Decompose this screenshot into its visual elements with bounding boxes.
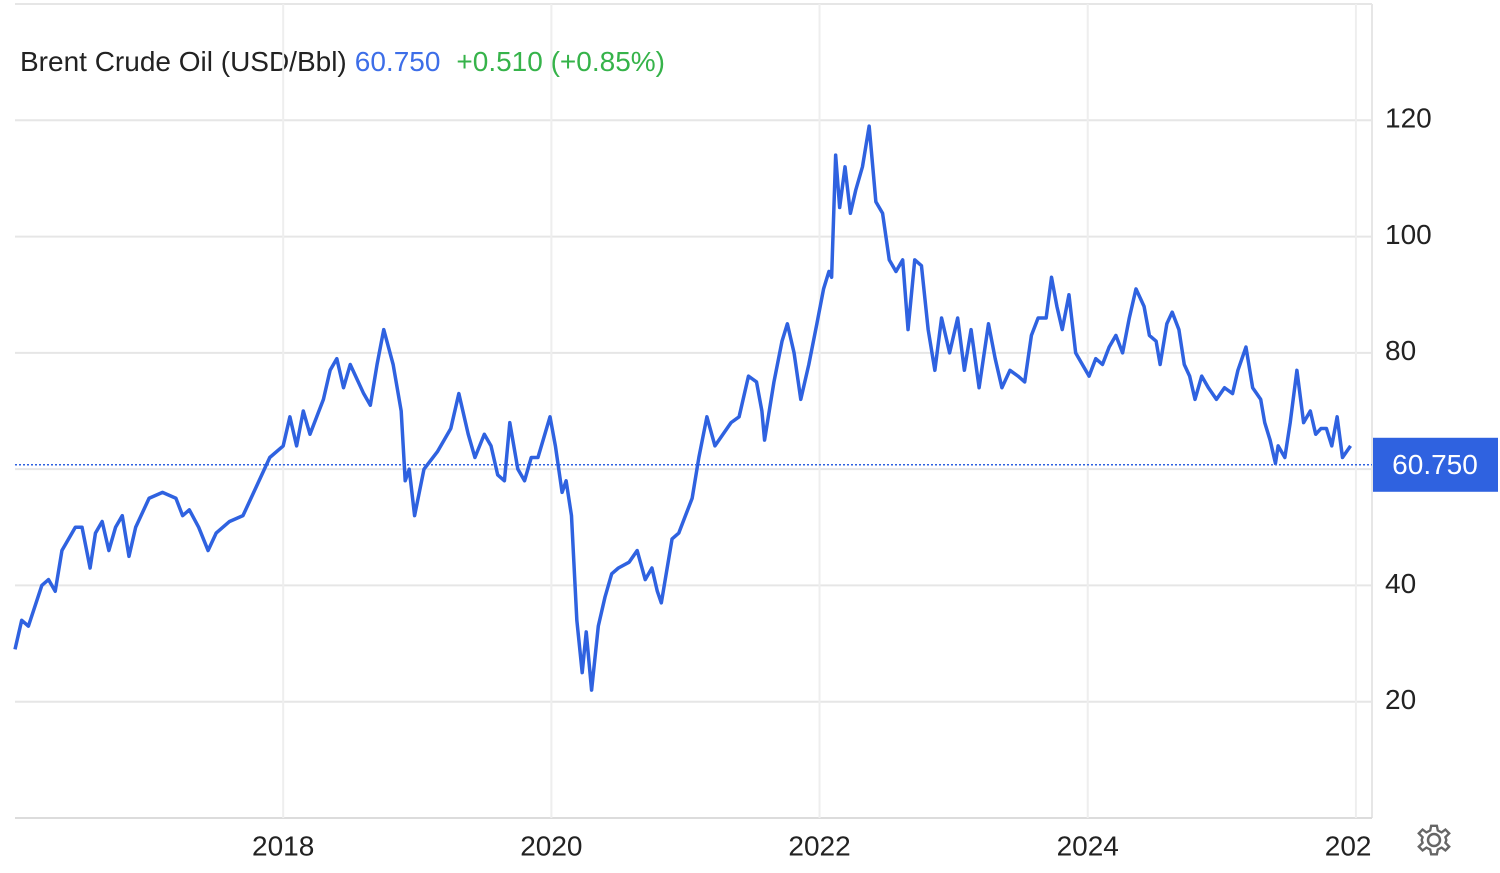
y-tick-label: 40 [1385,568,1416,599]
x-tick-label: 2024 [1057,830,1119,861]
x-tick-label: 2022 [788,830,850,861]
plot: 60.750 [13,124,1498,692]
ticks: 20406080100120 [1385,103,1432,715]
y-tick-label: 80 [1385,335,1416,366]
last-value-box [1373,437,1498,492]
y-tick-label: 20 [1385,684,1416,715]
change: +0.510 (+0.85%) [456,46,665,77]
last-value-label: 60.750 [1392,449,1478,480]
chart-title: Brent Crude Oil (USD/Bbl) [20,46,347,77]
settings-icon[interactable] [1417,824,1451,856]
x-tick-label: 2026 [1325,830,1387,861]
y-tick-label: 100 [1385,219,1432,250]
grid [15,4,1372,818]
x-labels: 2018 2020 2022 2024 2026 [252,830,1387,861]
price: 60.750 [355,46,441,77]
y-tick-label: 120 [1385,103,1432,134]
price-line [13,124,1352,692]
title-line: Brent Crude Oil (USD/Bbl) 60.750 +0.510 (+… [20,46,665,77]
x-tick-label: 2020 [520,830,582,861]
x-tick-label: 2018 [252,830,314,861]
